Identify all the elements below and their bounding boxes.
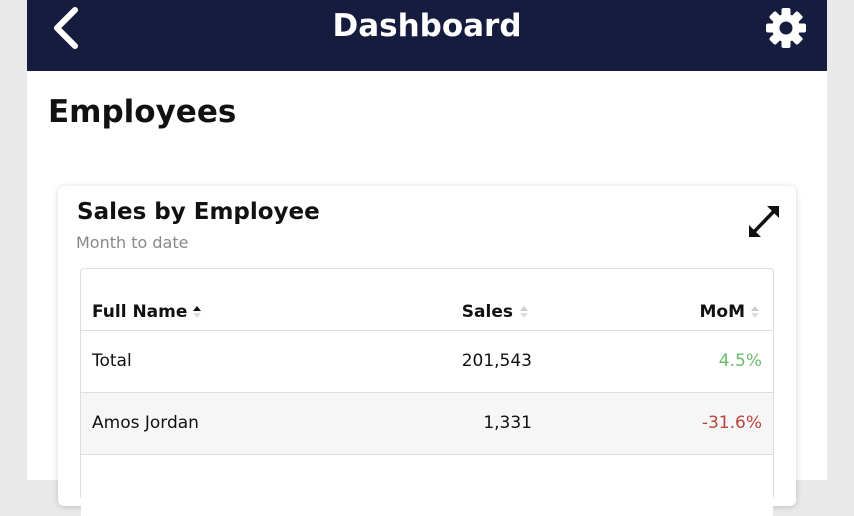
sort-icon[interactable] — [750, 305, 760, 319]
table: Full Name Sales MoM Total 201,543 4.5% Amos Jo… — [80, 268, 774, 516]
table-row — [81, 454, 773, 516]
cell-value: Total — [92, 351, 132, 371]
change-value: -31.6% — [701, 413, 762, 433]
column-header[interactable]: Full Name — [92, 302, 188, 322]
table-row: Amos Jordan 1,331 -31.6% — [81, 392, 773, 454]
sort-icon[interactable] — [192, 305, 202, 319]
column-header[interactable]: MoM — [699, 302, 745, 322]
change-value: 4.5% — [718, 351, 762, 371]
nav-title: Dashboard — [332, 8, 522, 44]
expand-button[interactable] — [745, 203, 783, 239]
screen: Dashboard Employees Sales by Employee Mo… — [27, 0, 827, 516]
cell-value: 201,543 — [461, 351, 532, 371]
cell-value: 1,331 — [483, 413, 532, 433]
card-title: Sales by Employee — [77, 199, 320, 225]
nav-bar: Dashboard — [27, 0, 827, 71]
column-header[interactable]: Sales — [461, 302, 513, 322]
sort-icon[interactable] — [519, 305, 529, 319]
page-title: Employees — [48, 94, 237, 130]
settings-button[interactable] — [765, 7, 807, 49]
card-subtitle: Month to date — [76, 233, 189, 252]
table-row: Total 201,543 4.5% — [81, 330, 773, 392]
cell-value: Amos Jordan — [92, 413, 199, 433]
back-button[interactable] — [49, 6, 83, 50]
